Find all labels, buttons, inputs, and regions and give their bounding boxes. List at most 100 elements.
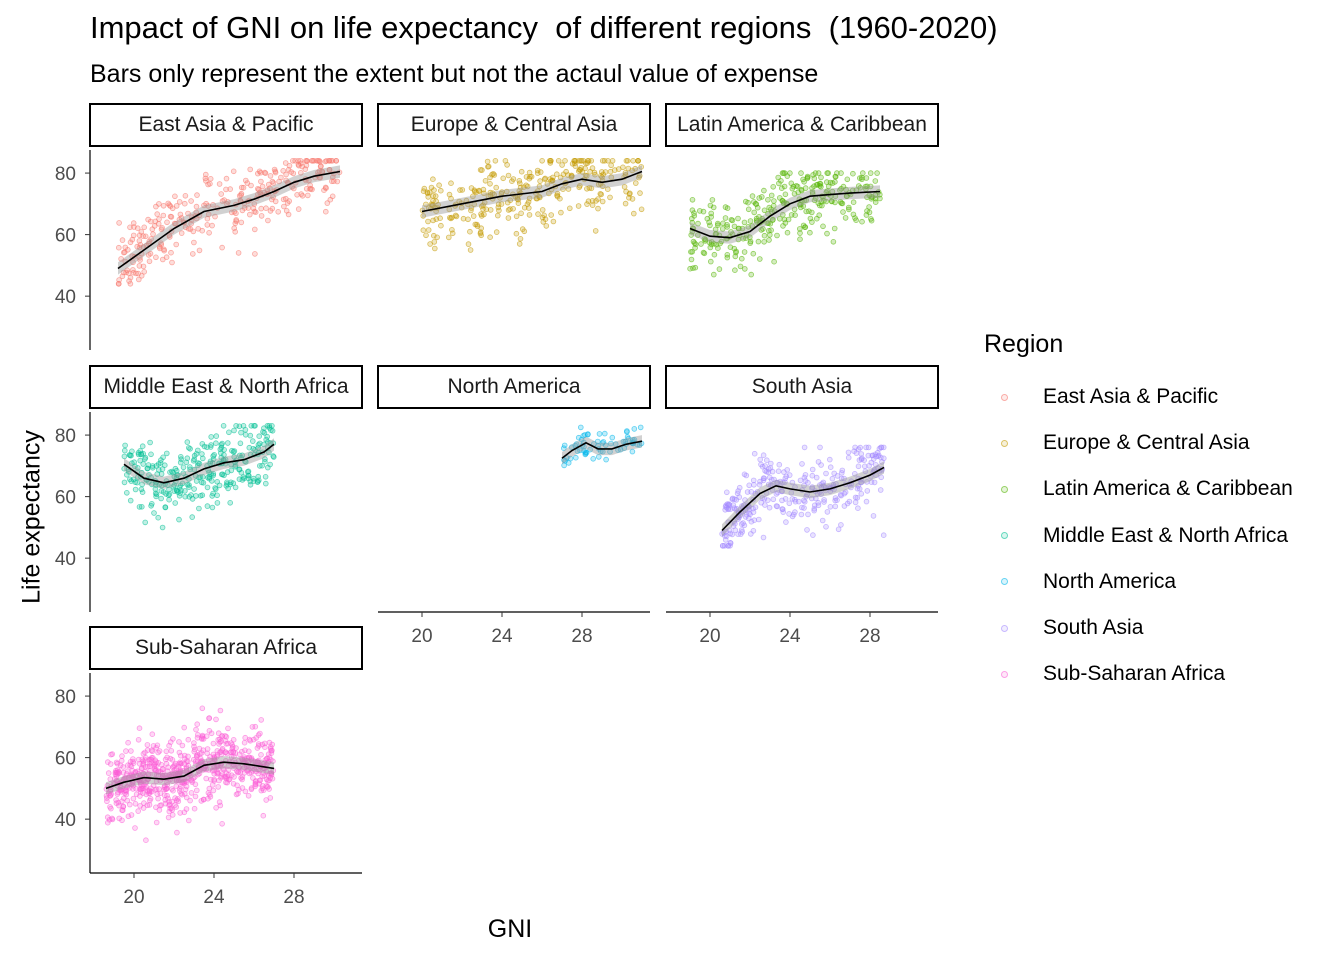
data-point	[768, 192, 775, 199]
data-point	[805, 479, 811, 486]
data-point	[165, 814, 172, 821]
data-point	[689, 207, 696, 214]
data-point	[326, 167, 333, 173]
data-point	[482, 178, 489, 184]
data-point	[767, 460, 774, 467]
data-point	[754, 489, 761, 495]
data-point	[196, 247, 203, 254]
data-point	[487, 181, 493, 187]
data-point	[211, 451, 218, 458]
data-point	[252, 251, 258, 257]
chart-title: Impact of GNI on life expectancy of diff…	[90, 10, 998, 45]
data-point	[470, 213, 477, 219]
data-point	[845, 449, 852, 456]
data-point	[766, 204, 772, 211]
data-point	[153, 819, 160, 826]
data-point	[247, 481, 254, 488]
data-point	[637, 424, 644, 431]
facet-strip-label: East Asia & Pacific	[138, 113, 313, 136]
data-point	[730, 502, 737, 508]
data-point	[751, 517, 758, 523]
data-point	[798, 187, 805, 194]
data-point	[193, 209, 200, 216]
data-point	[749, 193, 756, 199]
data-point	[826, 456, 833, 463]
data-point	[165, 492, 172, 499]
data-point	[233, 422, 239, 429]
data-point	[592, 228, 599, 234]
data-point	[732, 267, 738, 274]
data-point	[104, 795, 110, 801]
data-point	[114, 760, 121, 767]
data-point	[519, 226, 526, 232]
data-point	[198, 798, 205, 804]
data-point	[311, 158, 317, 164]
data-point	[774, 232, 780, 239]
data-point	[722, 537, 729, 543]
data-point	[470, 193, 476, 200]
data-point	[870, 513, 877, 519]
data-point	[543, 223, 550, 229]
data-point	[562, 158, 568, 164]
data-point	[790, 511, 797, 518]
data-point	[627, 190, 633, 197]
data-point	[735, 516, 741, 522]
data-point	[477, 230, 484, 237]
data-point	[513, 213, 520, 220]
data-point	[801, 505, 807, 511]
data-point	[283, 177, 289, 184]
data-point	[872, 178, 879, 184]
data-point	[809, 219, 815, 225]
data-point	[859, 218, 865, 225]
data-point	[788, 490, 795, 496]
data-point	[765, 210, 771, 217]
data-point	[140, 785, 147, 792]
data-point	[182, 493, 189, 500]
data-point	[269, 205, 276, 212]
data-point	[304, 192, 311, 199]
legend-item-east-asia-and-pacific: East Asia & Pacific	[984, 382, 1218, 412]
legend-key	[984, 659, 1024, 689]
data-point	[595, 205, 601, 212]
data-point	[226, 429, 232, 436]
data-point	[459, 187, 466, 193]
data-point	[485, 163, 492, 170]
data-point	[158, 802, 165, 808]
data-point	[844, 176, 851, 183]
data-point	[784, 173, 791, 179]
data-point	[536, 194, 543, 201]
data-point	[431, 187, 437, 193]
data-point	[862, 468, 869, 475]
data-point	[234, 782, 240, 789]
data-point	[157, 460, 164, 466]
data-point	[549, 178, 556, 184]
data-point	[107, 804, 113, 810]
data-point	[831, 225, 838, 232]
data-point	[778, 185, 785, 192]
facet-north-america: North America 20 24 28	[377, 365, 651, 647]
data-point	[828, 198, 835, 205]
data-point	[724, 205, 731, 212]
data-point	[808, 495, 815, 502]
data-point	[493, 184, 500, 191]
data-point	[830, 239, 837, 245]
data-point	[756, 256, 763, 262]
data-point	[152, 486, 159, 492]
data-point	[815, 459, 822, 465]
data-point	[240, 184, 247, 191]
data-point	[510, 176, 517, 182]
data-point	[845, 204, 852, 211]
data-point	[242, 734, 249, 741]
data-point	[160, 454, 166, 461]
data-point	[474, 223, 481, 230]
data-point	[258, 205, 265, 212]
data-point	[771, 198, 777, 204]
data-point	[827, 464, 834, 471]
data-point	[223, 175, 230, 182]
data-point	[131, 459, 138, 466]
data-point	[864, 479, 870, 485]
data-point	[136, 725, 143, 731]
data-point	[773, 503, 780, 509]
data-point	[710, 271, 717, 278]
data-point	[807, 229, 813, 236]
